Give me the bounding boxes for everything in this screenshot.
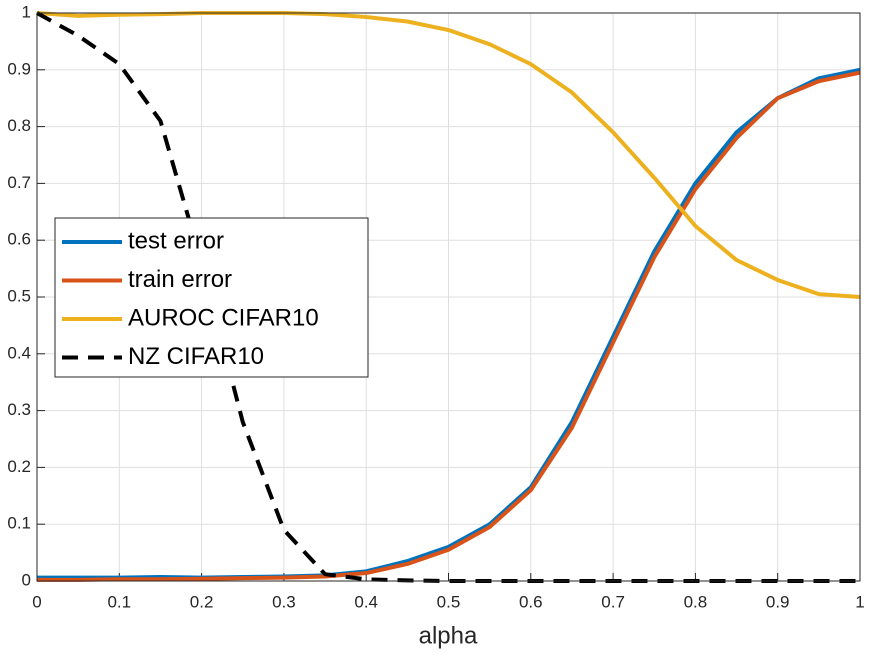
y-tick-label: 0.9 [7,59,31,78]
x-tick-label: 0.1 [107,592,131,611]
data-line [36,11,861,299]
y-tick-label: 0.6 [7,230,31,249]
legend-box [54,217,369,378]
y-tick-label: 1 [22,2,31,21]
x-tick-label: 0.6 [519,592,543,611]
legend-label: test error [128,227,224,254]
x-axis-label: alpha [419,622,478,649]
data-line [37,70,861,582]
y-tick-label: 0.2 [7,457,31,476]
x-tick-label: 0.5 [437,592,461,611]
y-tick-label: 0.4 [7,343,31,362]
y-tick-label: 0.3 [7,400,31,419]
x-tick-label: 0 [32,592,41,611]
legend-label: NZ CIFAR10 [128,343,264,370]
x-tick-label: 0.2 [190,592,214,611]
y-tick-label: 0.8 [7,116,31,135]
x-tick-label: 0.9 [766,592,790,611]
y-tick-label: 0.5 [7,286,31,305]
x-tick-label: 1 [855,592,864,611]
x-tick-label: 0.7 [601,592,625,611]
x-tick-label: 0.3 [272,592,296,611]
y-tick-label: 0 [22,570,31,589]
x-tick-label: 0.8 [684,592,708,611]
legend-label: train error [128,266,232,293]
x-tick-label: 0.4 [354,592,378,611]
y-tick-label: 0.1 [7,514,31,533]
legend-label: AUROC CIFAR10 [128,304,319,331]
plot-border [36,12,861,582]
y-tick-label: 0.7 [7,173,31,192]
